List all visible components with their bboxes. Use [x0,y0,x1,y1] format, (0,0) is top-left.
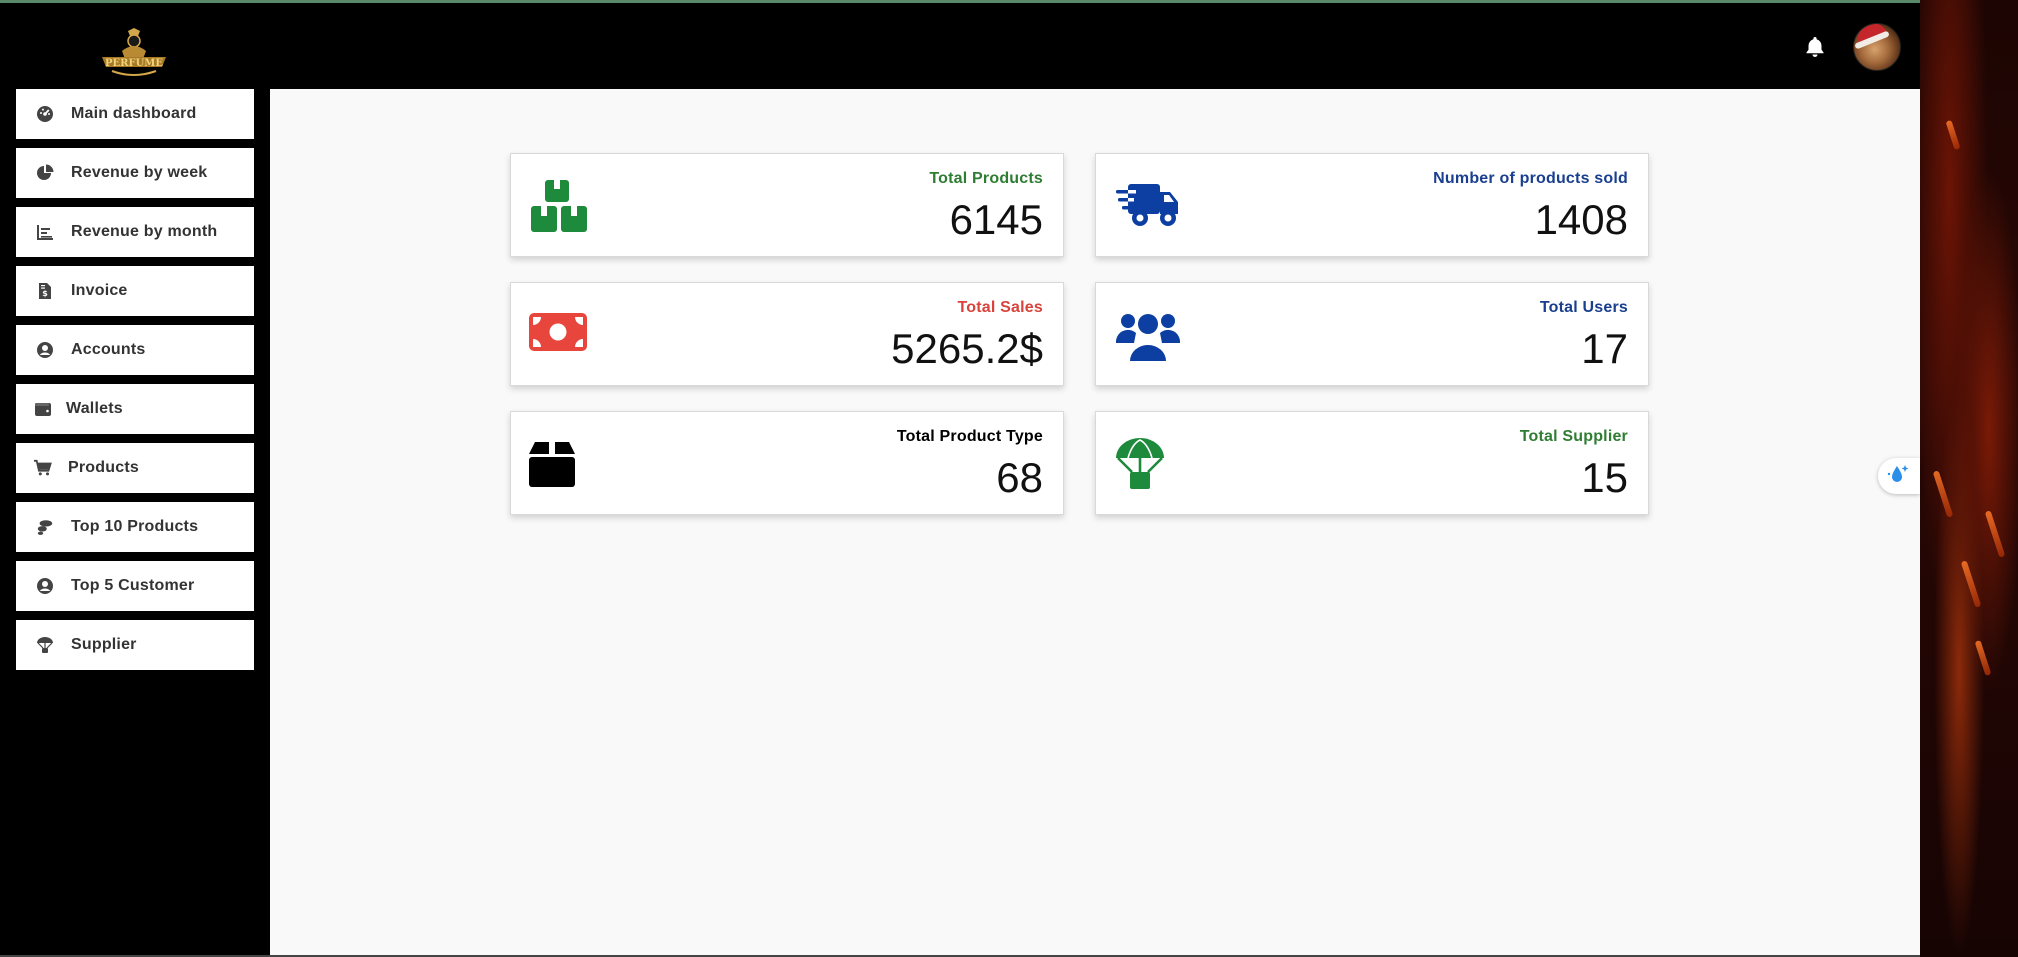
stat-card-total-users[interactable]: Total Users 17 [1095,282,1649,386]
user-avatar[interactable] [1853,23,1901,71]
stat-card-title: Total Users [1539,299,1628,316]
sidebar: Main dashboard Revenue by week Revenue b… [0,89,270,957]
stat-card-value: 68 [996,454,1043,501]
notification-bell-icon[interactable] [1803,35,1827,59]
stat-card-value: 17 [1581,325,1628,372]
ember-decoration [1932,470,1954,518]
sidebar-item-label: Products [68,459,139,476]
stat-card-value: 1408 [1534,196,1628,243]
sidebar-item-top-5-customer[interactable]: Top 5 Customer [16,561,254,611]
sidebar-item-label: Main dashboard [71,105,197,122]
boxes-stacked-icon [529,178,589,234]
ember-decoration [1974,639,1992,677]
sidebar-item-label: Supplier [71,636,137,653]
sidebar-item-wallets[interactable]: Wallets [16,384,254,434]
stat-card-total-product-type[interactable]: Total Product Type 68 [510,411,1064,515]
truck-fast-icon [1116,180,1178,236]
gauge-icon [36,105,54,123]
sidebar-item-top-10-products[interactable]: Top 10 Products [16,502,254,552]
sidebar-item-label: Accounts [71,341,146,358]
users-icon [1115,309,1181,365]
top-accent-strip [0,0,1920,3]
sidebar-item-supplier[interactable]: Supplier [16,620,254,670]
stat-card-value: 15 [1581,454,1628,501]
wallet-icon [34,400,52,418]
ember-decoration [1984,510,2006,558]
sidebar-item-revenue-by-week[interactable]: Revenue by week [16,148,254,198]
droplet-sparkle-icon [1887,463,1911,490]
stat-card-total-products[interactable]: Total Products 6145 [510,153,1064,257]
user-circle-icon [36,341,54,359]
ember-decoration [1945,119,1961,151]
stat-card-title: Total Product Type [896,428,1043,445]
sidebar-item-label: Revenue by week [71,164,208,181]
stat-card-value: 5265.2$ [891,325,1043,372]
sidebar-item-label: Revenue by month [71,223,218,240]
box-icon [529,442,589,498]
invoice-dollar-icon: $ [36,282,54,300]
stat-card-total-supplier[interactable]: Total Supplier 15 [1095,411,1649,515]
stones-icon [36,518,54,536]
svg-text:$: $ [42,289,48,298]
stat-card-title: Total Products [929,170,1043,187]
cart-icon [34,459,52,477]
pie-chart-icon [36,164,54,182]
bottom-divider [0,955,1920,957]
perfume-logo[interactable]: PERFUME [98,27,170,77]
stat-card-value: 6145 [949,196,1043,243]
main-content: Total Products 6145 Number of products s… [270,89,1920,955]
stat-card-total-sales[interactable]: Total Sales 5265.2$ [510,282,1064,386]
stat-card-title: Number of products sold [1433,170,1628,187]
bar-chart-icon [36,223,54,241]
sidebar-item-label: Wallets [66,400,123,417]
stat-card-title: Total Sales [957,299,1043,316]
sidebar-item-products[interactable]: Products [16,443,254,493]
parachute-box-icon [1114,438,1174,494]
sidebar-item-revenue-by-month[interactable]: Revenue by month [16,207,254,257]
sidebar-item-invoice[interactable]: $ Invoice [16,266,254,316]
ember-decoration [1960,560,1982,608]
top-header: PERFUME [0,3,1920,89]
svg-text:PERFUME: PERFUME [105,58,163,69]
sidebar-item-label: Invoice [71,282,128,299]
money-bill-icon [529,313,589,369]
stat-card-products-sold[interactable]: Number of products sold 1408 [1095,153,1649,257]
stat-card-title: Total Supplier [1519,428,1628,445]
parachute-icon [36,636,54,654]
sidebar-item-main-dashboard[interactable]: Main dashboard [16,89,254,139]
sidebar-item-accounts[interactable]: Accounts [16,325,254,375]
floating-droplet-widget[interactable] [1878,458,1920,494]
sidebar-item-label: Top 5 Customer [71,577,195,594]
background-fire-image [1920,0,2018,957]
user-circle-icon [36,577,54,595]
sidebar-item-label: Top 10 Products [71,518,199,535]
